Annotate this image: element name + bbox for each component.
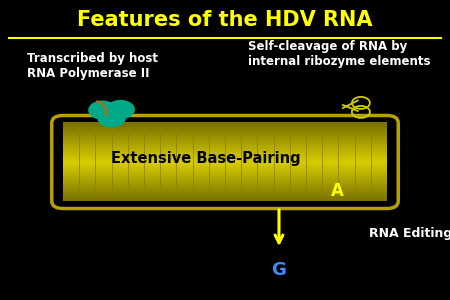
Text: Features of the HDV RNA: Features of the HDV RNA [77, 10, 373, 29]
Bar [63, 194, 387, 196]
Bar [63, 199, 387, 201]
Bar [63, 147, 387, 149]
Bar [63, 124, 387, 126]
Bar [63, 168, 387, 170]
Text: Extensive Base-Pairing: Extensive Base-Pairing [111, 151, 300, 166]
Bar [63, 159, 387, 161]
Circle shape [88, 100, 117, 120]
Text: A: A [331, 182, 344, 200]
Bar [63, 128, 387, 130]
Bar [63, 126, 387, 128]
Bar [63, 181, 387, 183]
Bar [63, 195, 387, 197]
Bar [63, 158, 387, 159]
Text: G: G [271, 261, 287, 279]
Bar [63, 129, 387, 131]
Bar [63, 186, 387, 188]
Bar [63, 135, 387, 137]
Bar [63, 141, 387, 142]
Bar [63, 142, 387, 144]
Bar [63, 198, 387, 200]
Bar [63, 196, 387, 198]
Bar [63, 169, 387, 171]
Bar [63, 137, 387, 139]
Text: RNA Editing: RNA Editing [369, 227, 450, 241]
Bar [63, 170, 387, 172]
Bar [63, 155, 387, 157]
Bar [63, 178, 387, 180]
Bar [63, 191, 387, 193]
Bar [63, 122, 387, 124]
Bar [63, 163, 387, 165]
Bar [63, 180, 387, 182]
Bar [63, 173, 387, 175]
Bar [63, 165, 387, 167]
Bar [63, 182, 387, 184]
Bar [63, 185, 387, 187]
Bar [63, 160, 387, 162]
Circle shape [97, 108, 126, 128]
Bar [63, 189, 387, 190]
Bar [63, 154, 387, 155]
Bar [63, 161, 387, 163]
Bar [63, 184, 387, 185]
Bar [63, 176, 387, 178]
Text: Self-cleavage of RNA by
internal ribozyme elements: Self-cleavage of RNA by internal ribozym… [248, 40, 430, 68]
Bar [63, 150, 387, 152]
Bar [63, 134, 387, 136]
Bar [63, 139, 387, 141]
Bar [63, 177, 387, 179]
Bar [63, 172, 387, 174]
Bar [63, 148, 387, 150]
Bar [63, 130, 387, 132]
Bar [63, 151, 387, 153]
Bar [63, 152, 387, 154]
Text: Transcribed by host
RNA Polymerase II: Transcribed by host RNA Polymerase II [27, 52, 158, 80]
Bar [63, 125, 387, 127]
Circle shape [106, 100, 135, 119]
Bar [63, 188, 387, 189]
Bar [63, 190, 387, 192]
Bar [63, 143, 387, 145]
Bar [63, 167, 387, 169]
Bar [63, 156, 387, 158]
Bar [63, 133, 387, 135]
Bar [63, 145, 387, 146]
Bar [63, 164, 387, 166]
Bar [63, 193, 387, 194]
Bar [63, 146, 387, 148]
Bar [63, 138, 387, 140]
Bar [63, 131, 387, 134]
Bar [63, 174, 387, 176]
